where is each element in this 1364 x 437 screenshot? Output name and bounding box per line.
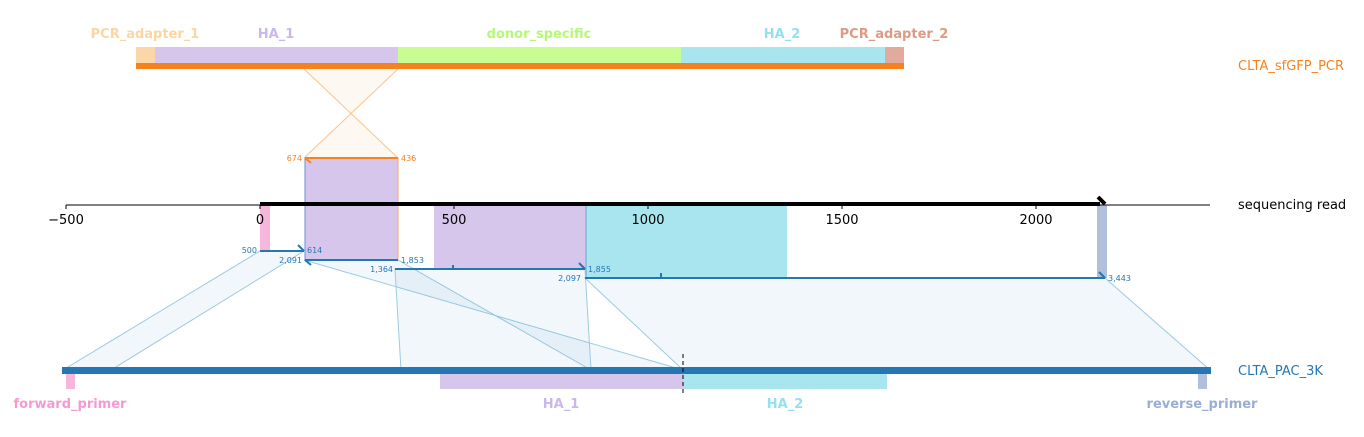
ref-coord-3-start: 1,364 <box>370 265 393 274</box>
feature-ha-2-top <box>681 47 885 65</box>
ref-bar-4-arrow <box>1098 271 1106 279</box>
pcr-read-alignment <box>303 68 399 159</box>
read-forward-primer-block <box>260 205 270 251</box>
pcr-band-edge-2 <box>303 68 399 159</box>
reference-backbone <box>62 367 1211 374</box>
pcr-alignment-arrowhead <box>304 157 312 164</box>
ref-coord-1-end: 614 <box>307 246 322 255</box>
read-reverse-primer-block <box>1097 205 1107 278</box>
read-arrowhead <box>1096 195 1107 206</box>
track-name-read: sequencing read <box>1238 198 1346 213</box>
label-ha-1-top: HA_1 <box>258 27 295 42</box>
pcr-coord-end: 436 <box>401 154 416 163</box>
feature-forward-primer <box>66 372 75 389</box>
ref-bar-3-arrow <box>578 262 586 270</box>
pcr-coord-start: 674 <box>287 154 302 163</box>
ref-coord-2-start: 2,091 <box>279 256 302 265</box>
tick-label: 2000 <box>1019 213 1052 228</box>
pcr-backbone <box>136 63 904 69</box>
reference-track: forward_primer HA_1 HA_2 reverse_primer … <box>14 354 1323 412</box>
track-name-pcr: CLTA_sfGFP_PCR <box>1238 59 1344 74</box>
tick-label: 500 <box>442 213 467 228</box>
feature-pcr-adapter-1 <box>136 47 155 65</box>
feature-reverse-primer <box>1198 372 1207 389</box>
read-ref-bars: 500 614 2,091 1,853 1,364 2,097 1,855 3,… <box>242 244 1131 283</box>
feature-pcr-adapter-2 <box>885 47 904 65</box>
feature-ha-2-bottom <box>683 372 887 389</box>
tick-label: −500 <box>48 213 84 228</box>
pcr-alignment-bar: 674 436 <box>287 154 416 164</box>
track-name-reference: CLTA_PAC_3K <box>1238 364 1323 379</box>
tick-label: 1000 <box>631 213 664 228</box>
label-donor-specific: donor_specific <box>487 27 592 42</box>
feature-ha-1-top <box>155 47 398 65</box>
label-forward-primer: forward_primer <box>14 397 128 412</box>
tick-label: 1500 <box>825 213 858 228</box>
ref-coord-1-start: 500 <box>242 246 257 255</box>
pcr-track: PCR_adapter_1 HA_1 donor_specific HA_2 P… <box>91 27 1344 74</box>
label-reverse-primer: reverse_primer <box>1147 397 1259 412</box>
label-ha-2-top: HA_2 <box>764 27 801 42</box>
label-pcr-adapter-1: PCR_adapter_1 <box>91 27 200 42</box>
label-pcr-adapter-2: PCR_adapter_2 <box>840 27 949 42</box>
ref-bar-2-arrow <box>304 259 312 266</box>
ref-coord-4-end: 1,855 <box>588 265 611 274</box>
ref-band-3 <box>394 268 592 371</box>
tick-label: 0 <box>256 213 264 228</box>
ref-band-4 <box>583 277 1212 371</box>
ref-coord-4-start: 2,097 <box>558 274 581 283</box>
ref-coord-2-end: 1,853 <box>401 256 424 265</box>
ref-band-1 <box>61 250 306 371</box>
read-ha-1-block-b <box>434 205 585 268</box>
feature-ha-1-bottom <box>440 372 683 389</box>
axis-ticks: −500 0 500 1000 1500 2000 <box>48 205 1053 228</box>
read-highlights <box>260 158 1107 278</box>
label-ha-2-bottom: HA_2 <box>767 397 804 412</box>
read-ref-bands <box>61 250 1212 371</box>
ref-bar-1-arrow <box>297 244 305 252</box>
feature-donor-specific <box>398 47 681 65</box>
read-ha-1-block-a <box>305 158 398 260</box>
read-ha-2-block <box>585 205 787 278</box>
ref-coord-5-end: 3,443 <box>1108 274 1131 283</box>
read-track: sequencing read −500 0 500 1000 1500 200… <box>48 195 1346 228</box>
label-ha-1-bottom: HA_1 <box>543 397 580 412</box>
